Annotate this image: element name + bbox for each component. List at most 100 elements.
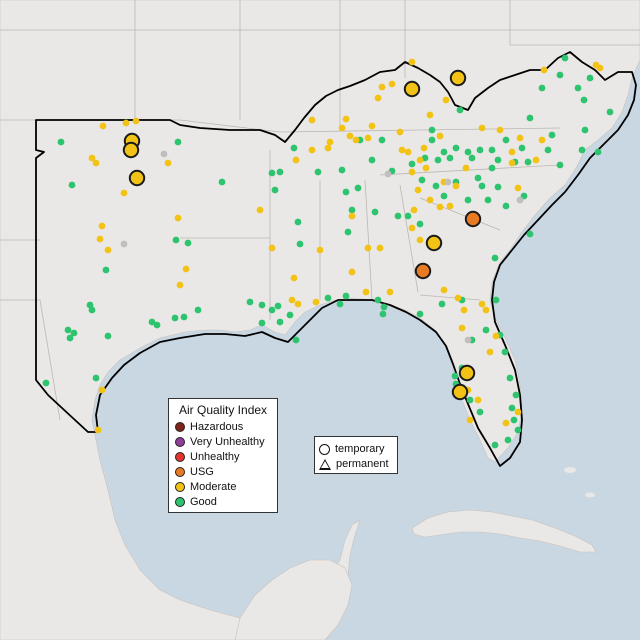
monitor-site-marker: [404, 148, 412, 156]
monitor-site-marker: [92, 159, 100, 167]
monitor-site-marker: [102, 266, 110, 274]
legend-item-temporary: temporary: [319, 442, 385, 456]
monitor-site-marker: [376, 244, 384, 252]
monitor-site-marker: [104, 332, 112, 340]
monitor-site-marker: [508, 148, 516, 156]
monitor-site-marker: [466, 396, 474, 404]
monitor-site-marker: [408, 224, 416, 232]
monitor-site-marker: [374, 296, 382, 304]
monitor-site-marker: [416, 156, 424, 164]
monitor-site-marker: [104, 246, 112, 254]
monitor-site-marker: [164, 159, 172, 167]
hazardous-swatch-icon: [175, 422, 185, 432]
monitor-site-marker: [148, 318, 156, 326]
monitor-site-marker: [418, 176, 426, 184]
monitor-site-marker: [42, 379, 50, 387]
monitor-site-marker: [268, 169, 276, 177]
monitor-site-marker: [88, 154, 96, 162]
monitor-site-marker: [348, 206, 356, 214]
monitor-site-marker: [514, 426, 522, 434]
monitor-site-marker: [374, 94, 382, 102]
monitor-site-marker: [379, 310, 387, 318]
monitor-site-marker: [458, 324, 466, 332]
monitor-site-marker: [294, 300, 302, 308]
temporary-monitor-marker: [128, 169, 146, 187]
monitor-site-marker: [414, 186, 422, 194]
monitor-site-marker: [98, 222, 106, 230]
monitor-site-marker: [452, 182, 460, 190]
monitor-site-marker: [581, 126, 589, 134]
monitor-site-marker: [286, 311, 294, 319]
monitor-site-marker: [342, 115, 350, 123]
monitor-site-marker: [246, 298, 254, 306]
monitor-site-marker: [416, 310, 424, 318]
monitor-site-marker: [416, 236, 424, 244]
monitor-site-marker: [440, 148, 448, 156]
monitor-site-marker: [556, 71, 564, 79]
monitor-site-marker: [442, 96, 450, 104]
monitor-site-marker: [426, 111, 434, 119]
monitor-site-marker: [454, 294, 462, 302]
monitor-site-marker: [416, 220, 424, 228]
monitor-site-marker: [70, 329, 78, 337]
monitor-site-marker: [96, 235, 104, 243]
usg-swatch-icon: [175, 467, 185, 477]
monitor-site-marker: [468, 154, 476, 162]
legend-label: Moderate: [190, 481, 237, 493]
monitor-site-marker: [436, 203, 444, 211]
temporary-monitor-marker: [122, 141, 140, 159]
monitor-site-marker: [444, 178, 452, 186]
monitor-site-marker: [462, 164, 470, 172]
monitor-site-marker: [491, 441, 499, 449]
monitor-site-marker: [171, 314, 179, 322]
monitor-site-marker: [561, 54, 569, 62]
monitor-site-marker: [492, 332, 500, 340]
monitor-site-marker: [478, 300, 486, 308]
monitor-site-marker: [494, 156, 502, 164]
temporary-monitor-marker: [464, 210, 482, 228]
monitor-site-marker: [596, 64, 604, 72]
monitor-site-marker: [436, 132, 444, 140]
monitor-site-marker: [446, 154, 454, 162]
monitor-site-marker: [502, 202, 510, 210]
monitor-site-marker: [404, 212, 412, 220]
permanent-label: permanent: [336, 458, 389, 470]
monitor-site-marker: [420, 144, 428, 152]
monitor-site-marker: [174, 214, 182, 222]
monitor-site-marker: [440, 286, 448, 294]
monitor-site-marker: [99, 122, 107, 130]
monitor-site-marker: [258, 301, 266, 309]
monitor-site-marker: [486, 348, 494, 356]
monitor-site-marker: [290, 274, 298, 282]
monitor-site-marker: [326, 138, 334, 146]
monitor-site-marker: [408, 168, 416, 176]
monitor-site-marker: [296, 240, 304, 248]
monitor-site-marker: [518, 144, 526, 152]
monitor-site-marker: [342, 292, 350, 300]
monitor-site-marker: [516, 134, 524, 142]
monitor-site-marker: [174, 138, 182, 146]
monitor-site-marker: [494, 183, 502, 191]
monitor-site-marker: [526, 230, 534, 238]
land-bahamas-2: [585, 492, 595, 498]
monitor-site-marker: [408, 160, 416, 168]
monitor-site-marker: [496, 126, 504, 134]
monitor-site-marker: [336, 300, 344, 308]
monitor-site-marker: [394, 212, 402, 220]
monitor-site-marker: [312, 298, 320, 306]
monitor-site-marker: [338, 166, 346, 174]
legend-label: USG: [190, 466, 214, 478]
monitor-site-marker: [368, 156, 376, 164]
monitor-site-marker: [57, 138, 65, 146]
legend-label: Unhealthy: [190, 451, 240, 463]
monitor-site-marker: [384, 170, 392, 178]
monitor-site-marker: [194, 306, 202, 314]
monitor-site-marker: [362, 288, 370, 296]
monitor-site-marker: [180, 313, 188, 321]
monitor-site-marker: [371, 208, 379, 216]
legend-item-permanent: permanent: [319, 457, 389, 471]
monitor-site-marker: [538, 84, 546, 92]
monitor-site-marker: [502, 136, 510, 144]
monitor-site-marker: [508, 159, 516, 167]
monitor-site-marker: [578, 146, 586, 154]
